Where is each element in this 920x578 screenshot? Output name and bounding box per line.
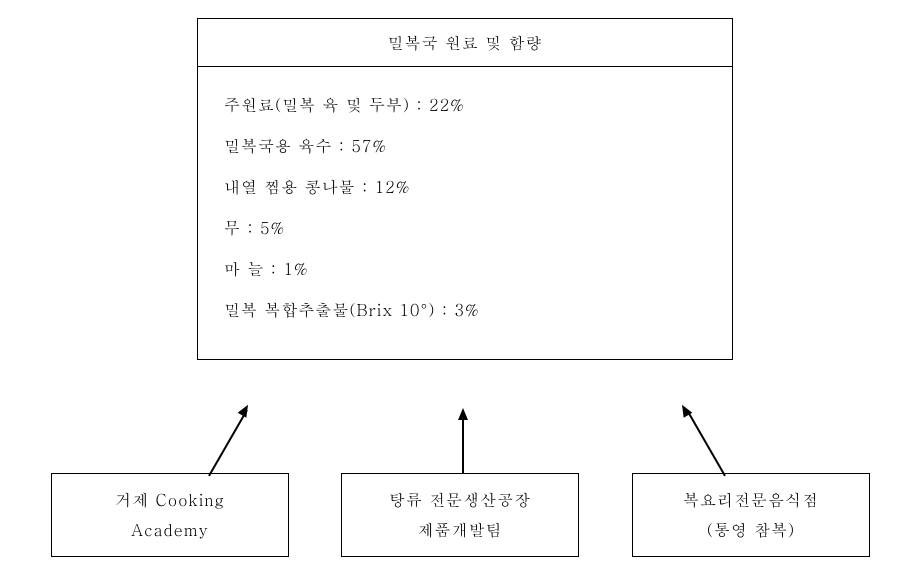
ingredients-panel: 밀복국 원료 및 함량 주원료(밀복 육 및 두부) : 22% 밀복국용 육수…	[197, 18, 733, 360]
arrow-left-icon	[210, 406, 280, 472]
contributor-line: 복요리전문음식점	[683, 488, 819, 511]
ingredient-row: 밀복 복합추출물(Brix 10°) : 3%	[224, 298, 706, 321]
ingredient-row: 주원료(밀복 육 및 두부) : 22%	[224, 93, 706, 116]
contributor-line: 탕류 전문생산공장	[389, 488, 531, 511]
contributor-geoje-cooking-academy: 거제 Cooking Academy	[51, 473, 289, 557]
ingredient-row: 무 : 5%	[224, 216, 706, 239]
arrow-middle-icon	[458, 408, 468, 470]
ingredients-title: 밀복국 원료 및 함량	[198, 19, 732, 67]
contributor-restaurant: 복요리전문음식점 (통영 참복)	[632, 473, 870, 557]
ingredient-row: 내열 찜용 콩나물 : 12%	[224, 175, 706, 198]
ingredient-row: 마 늘 : 1%	[224, 257, 706, 280]
ingredients-list: 주원료(밀복 육 및 두부) : 22% 밀복국용 육수 : 57% 내열 찜용…	[198, 67, 732, 359]
contributor-line: 제품개발팀	[417, 518, 502, 541]
contributor-line: (통영 참복)	[707, 518, 795, 541]
contributor-line: Academy	[131, 518, 209, 541]
contributor-line: 거제 Cooking	[115, 488, 225, 511]
arrow-right-icon	[660, 406, 730, 472]
contributor-factory-dev-team: 탕류 전문생산공장 제품개발팀	[341, 473, 579, 557]
ingredient-row: 밀복국용 육수 : 57%	[224, 134, 706, 157]
